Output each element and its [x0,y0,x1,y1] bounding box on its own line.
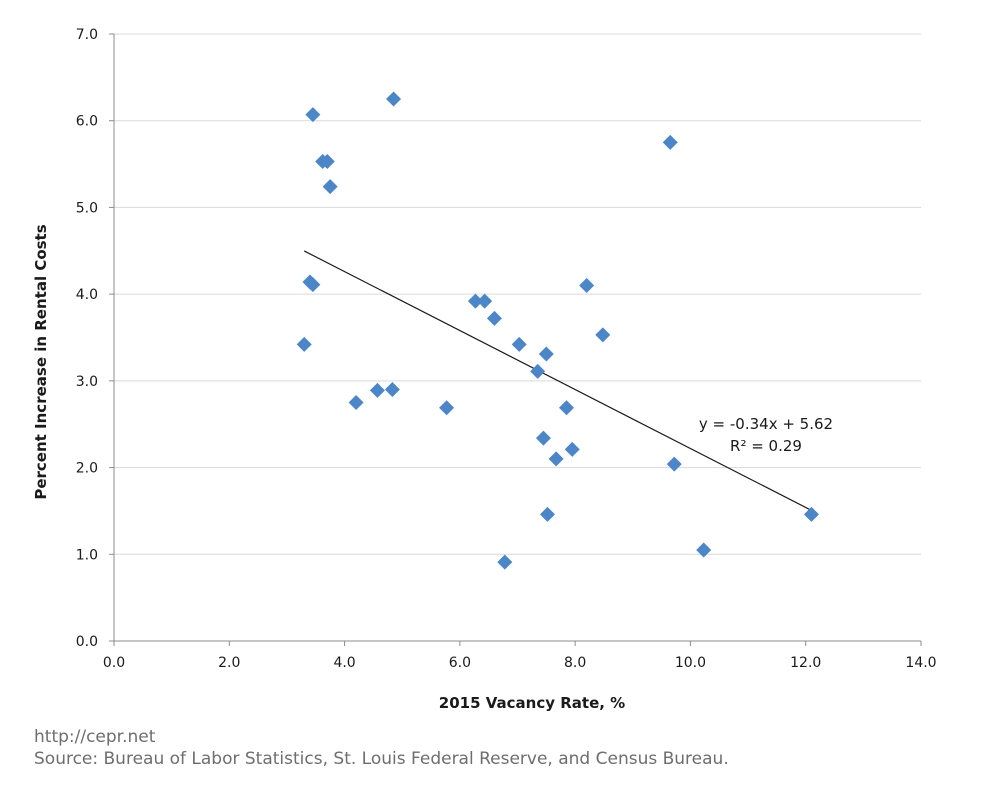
data-points [296,91,819,570]
y-tick-label: 7.0 [76,27,98,43]
data-point [535,430,551,446]
data-point [384,382,400,398]
x-axis-title: 2015 Vacancy Rate, % [439,694,625,712]
x-tick-label: 6.0 [449,655,471,671]
data-point [595,327,611,343]
data-point [439,400,455,416]
data-point [486,310,502,326]
data-point [558,400,574,416]
trendline-r-squared: R² = 0.29 [730,437,802,455]
data-point [696,542,712,558]
y-tick-label: 4.0 [76,287,98,303]
data-point [564,441,580,457]
data-point [369,382,385,398]
y-tick-label: 5.0 [76,200,98,216]
y-tick-label: 3.0 [76,374,98,390]
chart-footer: http://cepr.net Source: Bureau of Labor … [34,726,729,770]
y-tick-labels: 0.0 1.0 2.0 3.0 4.0 5.0 6.0 7.0 [76,27,98,650]
data-point [666,456,682,472]
data-point [386,91,402,107]
data-point [296,336,312,352]
data-point [497,554,513,570]
data-point [348,395,364,411]
data-point [305,277,321,293]
trendline-line [303,250,812,511]
data-point [539,506,555,522]
data-point [477,293,493,309]
data-point [511,336,527,352]
axes [109,33,922,646]
data-point [662,134,678,150]
x-tick-label: 2.0 [218,655,240,671]
x-tick-label: 0.0 [103,655,125,671]
x-tick-label: 12.0 [790,655,821,671]
trendline [303,250,812,511]
data-point [530,363,546,379]
y-tick-label: 0.0 [76,634,98,650]
x-tick-label: 4.0 [333,655,355,671]
data-point [579,277,595,293]
trendline-equation: y = -0.34x + 5.62 [699,415,833,433]
data-point [322,179,338,195]
source-note: Source: Bureau of Labor Statistics, St. … [34,749,729,769]
data-point [319,153,335,169]
gridlines [114,33,921,555]
data-point [305,107,321,123]
data-point [538,346,554,362]
data-point [803,506,819,522]
y-axis-title: Percent Increase in Rental Costs [32,224,50,499]
source-url: http://cepr.net [34,727,156,747]
y-tick-label: 1.0 [76,547,98,563]
x-tick-labels: 0.0 2.0 4.0 6.0 8.0 10.0 12.0 14.0 [103,655,937,671]
x-tick-label: 14.0 [905,655,936,671]
y-tick-label: 2.0 [76,461,98,477]
x-tick-label: 10.0 [675,655,706,671]
y-tick-label: 6.0 [76,114,98,130]
data-point [548,451,564,467]
data-point [467,293,483,309]
x-tick-label: 8.0 [564,655,586,671]
